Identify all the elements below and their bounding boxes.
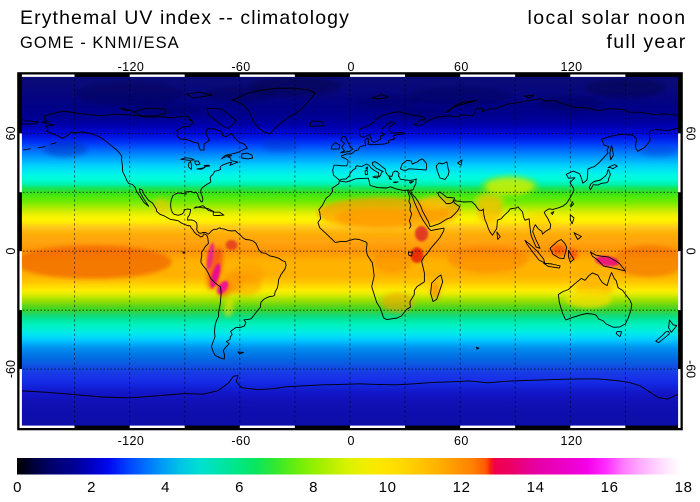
svg-text:0: 0 <box>684 248 698 255</box>
svg-text:0: 0 <box>4 248 18 255</box>
svg-text:-60: -60 <box>684 360 698 378</box>
svg-text:14: 14 <box>527 479 545 496</box>
svg-text:GOME - KNMI/ESA: GOME - KNMI/ESA <box>20 34 180 52</box>
svg-text:full year: full year <box>607 31 687 53</box>
svg-text:16: 16 <box>601 479 619 496</box>
svg-text:-120: -120 <box>118 434 145 448</box>
svg-text:0: 0 <box>348 60 355 74</box>
svg-text:120: 120 <box>560 434 582 448</box>
svg-text:60: 60 <box>4 126 18 140</box>
svg-text:60: 60 <box>454 434 469 448</box>
svg-text:-60: -60 <box>4 360 18 378</box>
svg-text:8: 8 <box>309 479 318 496</box>
svg-text:18: 18 <box>675 479 693 496</box>
svg-text:0: 0 <box>348 434 355 448</box>
svg-text:12: 12 <box>453 479 471 496</box>
svg-text:0: 0 <box>13 479 22 496</box>
svg-text:4: 4 <box>161 479 170 496</box>
svg-text:Erythemal UV index -- climatol: Erythemal UV index -- climatology <box>20 7 350 29</box>
svg-text:10: 10 <box>379 479 397 496</box>
svg-text:-120: -120 <box>118 60 145 74</box>
svg-text:2: 2 <box>87 479 96 496</box>
svg-text:-60: -60 <box>231 60 250 74</box>
svg-text:6: 6 <box>235 479 244 496</box>
svg-text:local solar noon: local solar noon <box>528 7 687 29</box>
svg-text:120: 120 <box>560 60 582 74</box>
svg-text:60: 60 <box>454 60 469 74</box>
svg-text:-60: -60 <box>231 434 250 448</box>
svg-text:60: 60 <box>684 126 698 140</box>
